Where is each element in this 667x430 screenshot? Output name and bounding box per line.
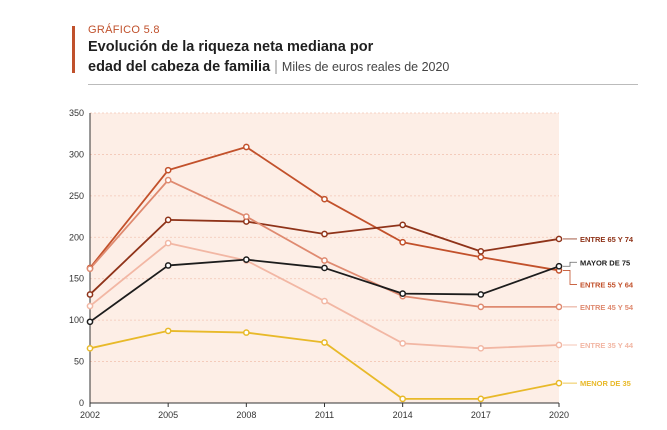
title-accent-bar (72, 26, 75, 73)
data-point (321, 230, 328, 238)
x-tick-label: 2002 (80, 410, 100, 420)
chart-title-line2-text: edad del cabeza de familia (88, 59, 271, 75)
data-point (164, 216, 172, 224)
y-tick-label: 350 (69, 108, 84, 118)
series-labels: ENTRE 55 Y 64 ENTRE 65 Y 74 ENTRE 45 Y 54 E… (563, 235, 634, 388)
data-point (86, 302, 94, 310)
data-point (555, 341, 563, 349)
data-point (399, 290, 407, 297)
data-point (555, 262, 563, 270)
data-point (321, 264, 328, 272)
chart-title-line2: edad del cabeza de familia | Miles de euro… (88, 59, 449, 75)
x-tick-label: 2008 (236, 410, 256, 420)
series-lines (86, 143, 563, 403)
x-tick-label: 2020 (549, 410, 569, 420)
data-point (477, 248, 485, 255)
data-point (477, 395, 485, 403)
y-tick-label: 50 (74, 357, 84, 367)
series-label-leader (563, 261, 577, 267)
data-point (242, 213, 250, 220)
data-point (477, 344, 485, 352)
data-point (477, 303, 485, 311)
data-point (86, 344, 94, 352)
data-point (555, 379, 563, 387)
axes: 0 50 100 150 200 250 300 350 2002 2005 2008 2011 201… (69, 108, 569, 420)
data-point (399, 238, 407, 246)
data-point (242, 256, 250, 264)
x-tick-label: 2017 (471, 410, 491, 420)
data-point (86, 318, 94, 326)
data-point (86, 265, 94, 273)
x-tick-label: 2014 (393, 410, 413, 420)
data-point (321, 297, 328, 305)
data-point (555, 303, 563, 311)
title-separator: | (274, 59, 278, 75)
data-point (242, 329, 250, 336)
data-point (399, 395, 407, 403)
chart-kicker: GRÁFICO 5.8 (88, 24, 160, 36)
data-point (164, 166, 172, 174)
data-point (321, 257, 328, 264)
series-label: ENTRE 65 Y 74 (580, 235, 634, 244)
data-point (555, 235, 563, 243)
data-point (321, 339, 328, 346)
series-label: ENTRE 55 Y 64 (580, 280, 634, 289)
x-tick-label: 2011 (315, 410, 334, 420)
chart-title-line1: Evolución de la riqueza neta mediana por (88, 39, 374, 55)
y-tick-label: 300 (69, 149, 84, 159)
series-label: MAYOR DE 75 (580, 258, 630, 267)
data-point (399, 339, 407, 347)
y-tick-label: 250 (69, 191, 84, 201)
y-tick-label: 150 (69, 274, 84, 284)
series-label: MENOR DE 35 (580, 379, 631, 388)
data-point (164, 176, 172, 184)
chart-unit: Miles de euros reales de 2020 (281, 60, 450, 74)
data-point (477, 291, 485, 298)
series-label-leader (563, 270, 577, 285)
data-point (399, 221, 407, 229)
data-point (164, 262, 172, 269)
y-tick-label: 200 (69, 232, 84, 242)
data-point (164, 239, 172, 247)
header-rule (88, 84, 638, 85)
data-point (477, 253, 485, 261)
x-tick-label: 2005 (158, 410, 178, 420)
data-point (321, 195, 328, 203)
series-label: ENTRE 35 Y 44 (580, 341, 634, 350)
data-point (242, 143, 250, 151)
y-tick-label: 0 (79, 398, 84, 408)
data-point (164, 327, 172, 335)
series-label: ENTRE 45 Y 54 (580, 303, 634, 312)
y-tick-label: 100 (69, 315, 84, 325)
data-point (86, 291, 94, 298)
